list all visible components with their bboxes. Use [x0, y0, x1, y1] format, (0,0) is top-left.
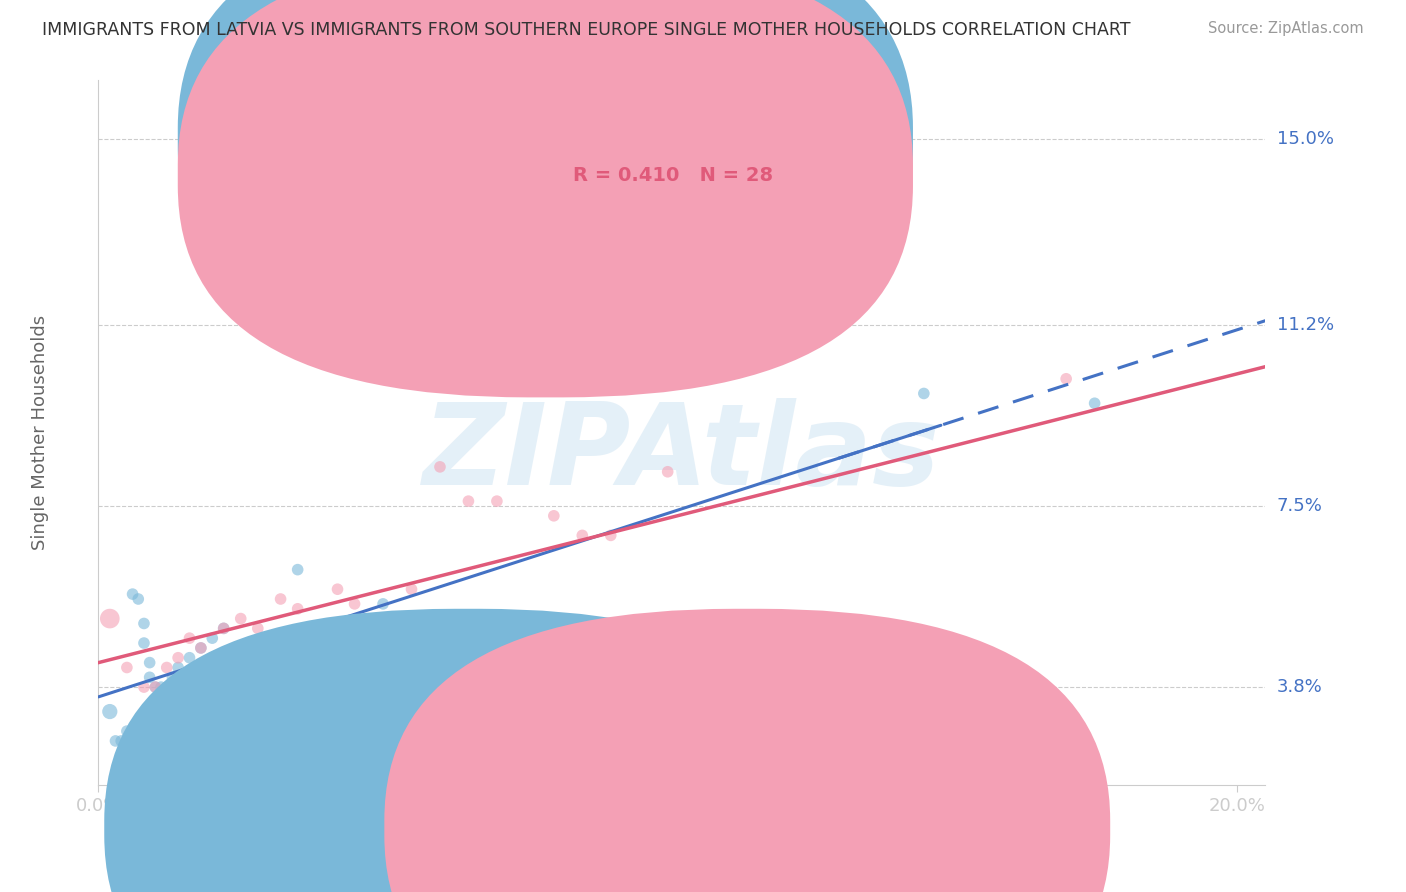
Text: Source: ZipAtlas.com: Source: ZipAtlas.com [1208, 21, 1364, 36]
Point [132, 616, 155, 631]
Point [599, 528, 621, 542]
Point [543, 508, 565, 523]
Text: 15.0%: 15.0% [1277, 130, 1333, 148]
Point [201, 631, 224, 645]
Point [162, 670, 184, 684]
FancyBboxPatch shape [104, 608, 830, 892]
Point [115, 724, 138, 739]
Text: Immigrants from Southern Europe: Immigrants from Southern Europe [768, 819, 1050, 837]
Point [212, 621, 235, 635]
Point [571, 528, 593, 542]
Point [190, 640, 212, 655]
Point [401, 582, 423, 597]
FancyBboxPatch shape [384, 608, 1111, 892]
Point [246, 621, 269, 635]
Point [1084, 396, 1107, 410]
Point [343, 597, 366, 611]
Point [371, 719, 394, 733]
Point [287, 602, 309, 616]
Text: R = 0.476   N = 27: R = 0.476 N = 27 [574, 128, 773, 147]
Point [167, 650, 190, 665]
Point [246, 709, 269, 723]
Point [270, 592, 292, 607]
Point [104, 734, 127, 748]
Point [190, 640, 212, 655]
Point [167, 660, 190, 674]
FancyBboxPatch shape [177, 0, 912, 398]
Point [132, 680, 155, 694]
Point [485, 494, 508, 508]
Text: ZIPAtlas: ZIPAtlas [423, 398, 941, 509]
Point [143, 680, 166, 694]
Point [121, 587, 143, 601]
Point [98, 611, 121, 625]
Text: 7.5%: 7.5% [1277, 497, 1323, 515]
Text: 11.2%: 11.2% [1277, 316, 1334, 334]
Point [212, 621, 235, 635]
Point [912, 386, 935, 401]
Point [150, 680, 173, 694]
Text: R = 0.410   N = 28: R = 0.410 N = 28 [574, 166, 773, 185]
Point [429, 459, 451, 474]
Text: Immigrants from Latvia: Immigrants from Latvia [486, 819, 682, 837]
Point [315, 631, 337, 645]
Point [599, 616, 621, 631]
Point [110, 734, 132, 748]
Point [179, 631, 201, 645]
Point [132, 636, 155, 650]
Point [770, 230, 793, 244]
Point [371, 597, 394, 611]
Text: Single Mother Households: Single Mother Households [31, 315, 49, 550]
Point [138, 670, 160, 684]
Point [98, 705, 121, 719]
FancyBboxPatch shape [508, 116, 815, 203]
Text: 3.8%: 3.8% [1277, 678, 1322, 696]
Point [115, 660, 138, 674]
Point [287, 563, 309, 577]
Point [457, 494, 479, 508]
Point [179, 650, 201, 665]
Point [1054, 372, 1077, 386]
Point [143, 680, 166, 694]
Point [884, 680, 907, 694]
Point [156, 660, 179, 674]
Point [138, 656, 160, 670]
Point [127, 592, 149, 607]
Point [326, 582, 349, 597]
Text: IMMIGRANTS FROM LATVIA VS IMMIGRANTS FROM SOUTHERN EUROPE SINGLE MOTHER HOUSEHOL: IMMIGRANTS FROM LATVIA VS IMMIGRANTS FRO… [42, 21, 1130, 38]
Point [229, 611, 252, 625]
Point [457, 705, 479, 719]
Point [657, 465, 679, 479]
Point [156, 680, 179, 694]
FancyBboxPatch shape [177, 0, 912, 360]
Point [304, 631, 326, 645]
